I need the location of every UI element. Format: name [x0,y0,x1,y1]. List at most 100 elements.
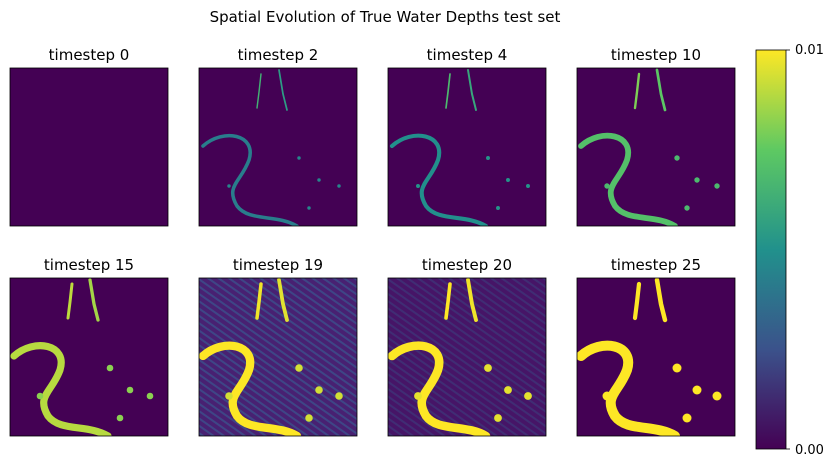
colorbar-min-label: 0.00 [795,443,824,458]
flood-ripple [388,278,546,436]
tributary [66,282,74,320]
heatmap-background [199,68,357,226]
tributary [632,281,642,321]
tributary [88,278,100,322]
heatmap-field [578,68,720,226]
water-patch [526,184,530,188]
water-patch [146,392,154,400]
water-patch [714,183,720,189]
tributary [466,278,478,322]
water-patch [297,156,301,160]
colorbar-gradient [755,49,787,450]
panel: timestep 2 [198,46,358,227]
river-channel [578,132,678,226]
heatmap-field [199,278,357,436]
water-patch [416,184,420,188]
water-patch [225,392,233,400]
water-patch [335,392,343,400]
heatmap-field [577,278,722,436]
panel: timestep 4 [387,46,547,227]
water-patch [604,183,610,189]
water-patch [672,363,682,373]
water-patch [694,177,700,183]
water-patch [602,391,612,401]
heatmap-field [388,278,546,436]
tributary [633,72,641,110]
panel: timestep 15 [9,256,169,437]
water-patch [116,414,124,422]
water-patch [227,184,231,188]
panel: timestep 25 [576,256,736,437]
panel-title: timestep 20 [422,256,512,274]
water-patch [494,414,502,422]
panel: timestep 0 [9,46,169,227]
panel-frame [9,67,169,227]
water-patch [337,184,341,188]
heatmap-field [389,69,530,226]
river-channel [388,341,491,436]
tributary [256,73,262,109]
water-patch [36,392,44,400]
tributary [655,68,667,112]
heatmap-field [201,69,341,226]
heatmap-background [10,68,168,226]
panel-frame [9,277,169,437]
river-channel [10,342,112,436]
tributary [445,73,451,109]
tributary [444,282,452,320]
water-patch [315,386,323,394]
water-patch [692,385,702,395]
heatmap-background [388,68,546,226]
water-patch [684,205,690,211]
colorbar: 0.01 0.00 [755,43,824,458]
water-patch [126,386,134,394]
water-patch [484,364,492,372]
tributary [255,282,263,320]
colorbar-max-label: 0.01 [795,43,824,58]
panel-frame [576,67,736,227]
panel-frame [387,67,547,227]
panel-title: timestep 10 [611,46,701,64]
heatmap-field [10,278,154,436]
water-patch [524,392,532,400]
panel-frame [576,277,736,437]
water-patch [682,413,692,423]
panel: timestep 19 [198,256,358,437]
water-patch [674,155,680,161]
panel-title: timestep 2 [238,46,319,64]
panel-grid: timestep 0 timestep 2 timestep 4 timestep 1… [9,46,736,437]
panel-frame [198,67,358,227]
water-patch [317,178,321,182]
river-channel [389,133,489,226]
river-channel [577,340,680,436]
water-patch [486,156,490,160]
panel-title: timestep 0 [49,46,130,64]
heatmap-background [577,68,735,226]
figure-title: Spatial Evolution of True Water Depths t… [210,8,561,26]
water-patch [506,178,510,182]
heatmap-background [10,278,168,436]
panel-title: timestep 15 [44,256,134,274]
tributary [277,278,289,322]
water-patch [504,386,512,394]
water-patch [295,364,303,372]
panel-title: timestep 19 [233,256,323,274]
water-patch [305,414,313,422]
water-patch [106,364,114,372]
tributary [278,69,288,111]
water-patch [712,391,722,401]
panel: timestep 20 [387,256,547,437]
river-channel [201,133,299,226]
water-patch [496,206,500,210]
panel-frame [387,277,547,437]
panel-title: timestep 25 [611,256,701,274]
water-patch [307,206,311,210]
tributary [467,69,477,111]
panel-frame [198,277,358,437]
river-channel [199,341,302,436]
heatmap-background [577,278,735,436]
panel: timestep 10 [576,46,736,227]
panel-title: timestep 4 [427,46,508,64]
tributary [654,278,668,323]
